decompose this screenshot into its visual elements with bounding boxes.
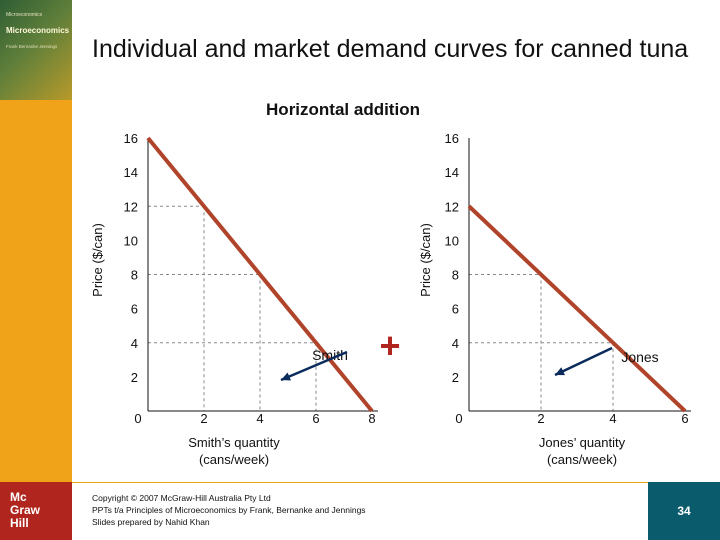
jones-y-tick-label: 8 (452, 268, 459, 283)
smith-y-tick-label: 6 (131, 302, 138, 317)
jones-x-axis-unit: (cans/week) (547, 452, 617, 467)
smith-label-arrow (280, 350, 348, 382)
smith-y-tick-label: 4 (131, 336, 138, 351)
jones-y-tick-label: 12 (445, 199, 459, 214)
smith-y-tick-label: 2 (131, 370, 138, 385)
jones-demand-chart: 16 14 12 10 8 6 4 2 0 2 4 6 Price ($/can) Jones’ quan… (418, 131, 691, 467)
demand-charts: Horizontal addition 16 14 12 10 8 6 4 2 0 2 4 6 8 Pri… (90, 100, 691, 467)
copyright-line-2: PPTs t/a Principles of Microeconomics by… (92, 505, 366, 515)
logo-line-3: Hill (10, 516, 29, 530)
jones-y-tick-label: 4 (452, 336, 459, 351)
jones-label-arrow (554, 346, 613, 377)
smith-x-tick-label: 4 (256, 411, 263, 426)
chart-subtitle: Horizontal addition (266, 100, 420, 119)
page-number: 34 (648, 482, 720, 540)
cover-title-text: Microeconomics (6, 26, 70, 35)
cover-authors-text: Frank Bernanke Jennings (6, 44, 58, 49)
jones-label-arrowhead (555, 367, 565, 376)
mcgraw-hill-logo: Mc Graw Hill (0, 482, 72, 540)
smith-x-tick-label: 6 (312, 411, 319, 426)
jones-x-axis-label: Jones’ quantity (539, 435, 626, 450)
jones-y-tick-label: 14 (445, 165, 459, 180)
smith-y-axis-label: Price ($/can) (90, 223, 105, 297)
smith-label-arrowhead (281, 372, 291, 381)
footer-rule (72, 482, 720, 483)
smith-y-tick-label: 10 (124, 233, 138, 248)
jones-y-tick-label: 10 (445, 233, 459, 248)
smith-x-tick-label: 2 (200, 411, 207, 426)
jones-y-axis-label: Price ($/can) (418, 223, 433, 297)
smith-demand-curve (146, 136, 374, 413)
copyright-line-1: Copyright © 2007 McGraw-Hill Australia P… (92, 493, 271, 503)
jones-y-tick-label: 2 (452, 370, 459, 385)
smith-y-tick-label: 8 (131, 268, 138, 283)
jones-demand-curve (467, 204, 687, 413)
jones-x-tick-label: 4 (609, 411, 616, 426)
smith-demand-chart: 16 14 12 10 8 6 4 2 0 2 4 6 8 Price ($/can) Smith’s qu… (90, 131, 378, 467)
plus-operator: + (379, 325, 400, 366)
logo-line-1: Mc (10, 490, 27, 504)
jones-y-tick-label: 16 (445, 131, 459, 146)
jones-curve-label: Jones (621, 349, 658, 365)
jones-x-tick-label: 6 (681, 411, 688, 426)
cover-top-text: Microeconomics (6, 12, 43, 18)
logo-line-2: Graw (10, 503, 41, 517)
smith-y-tick-label: 16 (124, 131, 138, 146)
jones-y-tick-label: 6 (452, 302, 459, 317)
jones-x-tick-label: 0 (455, 411, 462, 426)
smith-y-tick-label: 12 (124, 199, 138, 214)
copyright-notice: Copyright © 2007 McGraw-Hill Australia P… (92, 492, 366, 528)
copyright-line-3: Slides prepared by Nahid Khan (92, 517, 210, 527)
smith-x-tick-label: 8 (368, 411, 375, 426)
slide-title: Individual and market demand curves for … (92, 35, 689, 63)
smith-x-axis-unit: (cans/week) (199, 452, 269, 467)
smith-x-axis-label: Smith’s quantity (188, 435, 280, 450)
jones-x-tick-label: 2 (537, 411, 544, 426)
smith-x-tick-label: 0 (134, 411, 141, 426)
smith-y-tick-label: 14 (124, 165, 138, 180)
book-cover-image: Microeconomics Microeconomics Frank Bern… (0, 0, 72, 100)
smith-curve-label: Smith (312, 347, 348, 363)
